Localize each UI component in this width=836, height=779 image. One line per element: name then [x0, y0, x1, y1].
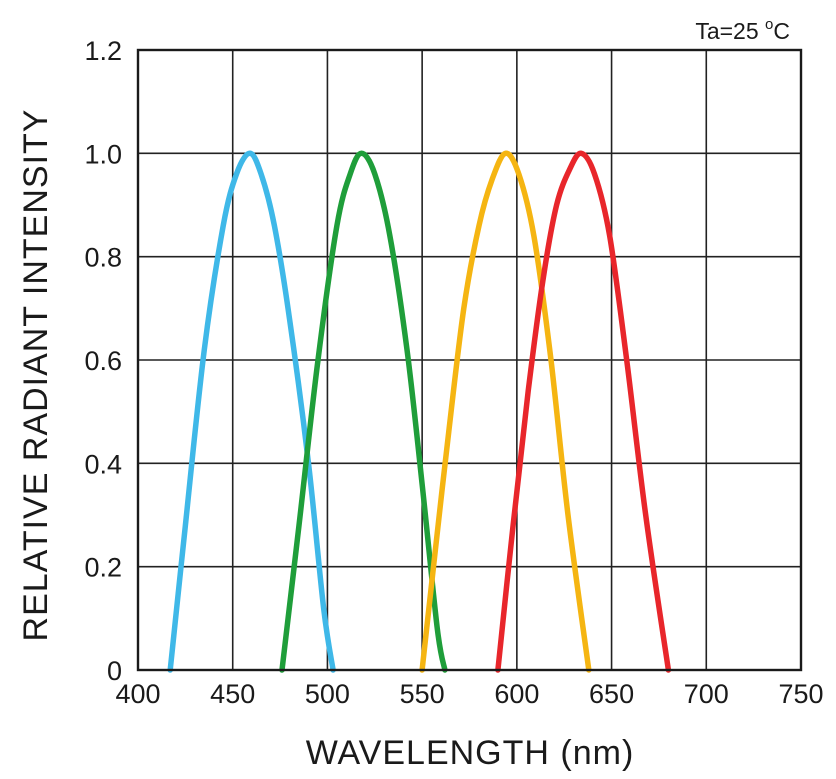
y-tick-labels: 0 0.2 0.4 0.6 0.8 1.0 1.2 — [84, 36, 122, 686]
temperature-annotation-prefix: Ta=25 — [695, 18, 765, 44]
y-tick-label: 1.0 — [84, 139, 122, 169]
series-curve-3 — [419, 150, 592, 673]
y-axis-title: RELATIVE RADIANT INTENSITY — [17, 109, 55, 642]
x-tick-label: 650 — [589, 679, 634, 709]
plot-frame — [136, 48, 803, 672]
temperature-annotation: Ta=25 oC — [695, 16, 790, 44]
x-tick-label: 600 — [494, 679, 539, 709]
x-tick-label: 700 — [684, 679, 729, 709]
series-curve-4 — [495, 150, 672, 673]
y-tick-label: 0.4 — [84, 449, 122, 479]
x-tick-label: 750 — [778, 679, 823, 709]
x-tick-labels: 400 450 500 550 600 650 700 750 — [115, 679, 823, 709]
x-tick-label: 450 — [210, 679, 255, 709]
series-curve-2 — [279, 150, 448, 673]
y-tick-label: 0 — [107, 656, 122, 686]
y-tick-label: 0.6 — [84, 346, 122, 376]
series-curves — [167, 150, 672, 673]
x-tick-label: 550 — [400, 679, 445, 709]
series-curve-1 — [167, 150, 336, 673]
y-tick-label: 0.2 — [84, 553, 122, 583]
x-axis-title: WAVELENGTH (nm) — [306, 734, 635, 772]
y-tick-label: 0.8 — [84, 243, 122, 273]
x-tick-label: 500 — [305, 679, 350, 709]
y-tick-label: 1.2 — [84, 36, 122, 66]
x-tick-label: 400 — [115, 679, 160, 709]
temperature-annotation-degree: o — [765, 16, 773, 33]
temperature-annotation-unit: C — [773, 18, 790, 44]
grid-lines — [137, 49, 802, 671]
